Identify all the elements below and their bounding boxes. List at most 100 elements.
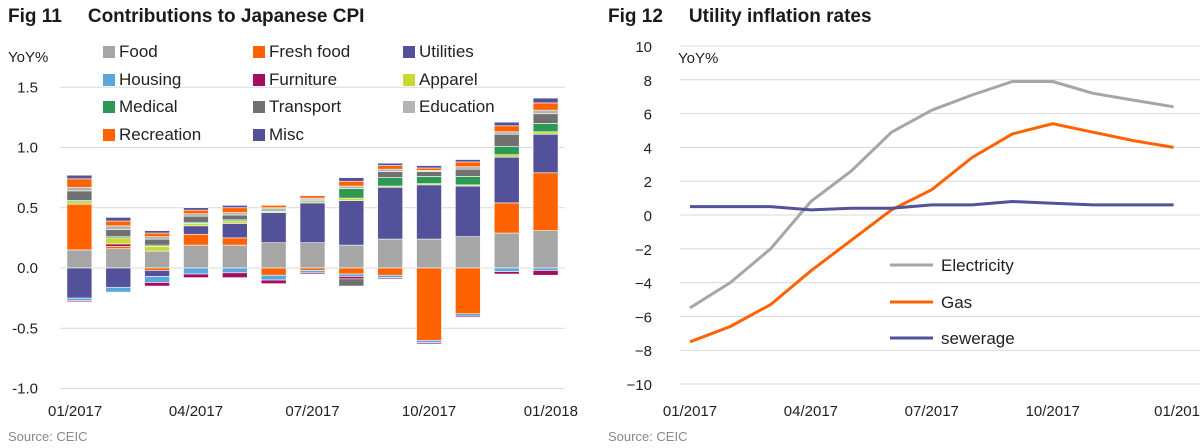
legend-label: Fresh food bbox=[269, 42, 350, 61]
figure-title: Fig 11 Contributions to Japanese CPI bbox=[8, 6, 364, 28]
y-axis-label: YoY% bbox=[8, 49, 48, 66]
bar-segment bbox=[493, 121, 520, 127]
bar-segment bbox=[299, 272, 326, 275]
bar-segment bbox=[144, 238, 170, 246]
stacked-bar-chart: 1.5 1.0 0.5 0.0 -0.5 -1.0 YoY% 01/2017 04/2017 07… bbox=[8, 42, 578, 420]
legend-label: Food bbox=[119, 42, 158, 61]
bar-segment bbox=[299, 242, 326, 269]
bar-segment bbox=[183, 207, 209, 211]
bar-segment bbox=[66, 174, 93, 180]
bar-segment bbox=[493, 232, 520, 269]
bar-segment bbox=[66, 249, 93, 269]
bar-segment bbox=[532, 102, 559, 111]
bar-segment bbox=[416, 238, 442, 269]
figure-number: Fig 11 bbox=[8, 6, 62, 27]
source-note: Source: CEIC bbox=[608, 429, 688, 444]
bar-segment bbox=[455, 315, 481, 318]
legend-label: Housing bbox=[119, 70, 181, 89]
bar-segment bbox=[66, 201, 93, 205]
bar-segment bbox=[455, 236, 481, 269]
y-tick-label: −8 bbox=[635, 343, 652, 360]
bar-segment bbox=[416, 267, 442, 341]
bar-segment bbox=[183, 209, 209, 215]
bar-segment bbox=[338, 200, 365, 246]
figure-number: Fig 12 bbox=[608, 6, 663, 27]
bar-segment bbox=[183, 215, 209, 223]
legend-label: Misc bbox=[269, 125, 304, 144]
bar-segment bbox=[144, 246, 170, 252]
figure-title: Fig 12 Utility inflation rates bbox=[608, 6, 872, 28]
bar-segment bbox=[105, 225, 132, 230]
bar-segment bbox=[532, 113, 559, 124]
legend-label: Medical bbox=[119, 97, 178, 116]
bar-segment bbox=[144, 282, 170, 287]
bar-segment bbox=[105, 246, 132, 250]
bar-segment bbox=[299, 267, 326, 271]
legend-label: Recreation bbox=[119, 125, 201, 144]
bar-segment bbox=[532, 131, 559, 135]
legend-swatch bbox=[103, 46, 115, 58]
bar-segment bbox=[493, 267, 520, 272]
bar-segment bbox=[222, 267, 248, 274]
x-tick-label: 10/2017 bbox=[402, 403, 456, 420]
bar-segment bbox=[455, 176, 481, 186]
y-tick-label: 8 bbox=[644, 73, 652, 90]
y-tick-label: −10 bbox=[627, 377, 652, 394]
legend-label: Furniture bbox=[269, 70, 337, 89]
bar-segment bbox=[338, 278, 365, 287]
bar-segment bbox=[532, 267, 559, 271]
y-tick-label: 0.5 bbox=[17, 200, 38, 217]
source-note: Source: CEIC bbox=[8, 429, 88, 444]
bar-segment bbox=[532, 97, 559, 104]
legend-swatch bbox=[103, 129, 115, 141]
bar-segment bbox=[532, 270, 559, 276]
bar-segment bbox=[66, 203, 93, 251]
bar-segment bbox=[66, 190, 93, 201]
bar-segment bbox=[377, 177, 403, 187]
figure-heading: Contributions to Japanese CPI bbox=[87, 6, 365, 27]
bar-segment bbox=[455, 313, 481, 317]
bar-segment bbox=[222, 212, 248, 216]
y-tick-label: 1.0 bbox=[17, 140, 38, 157]
bar-segment bbox=[183, 244, 209, 269]
bar-segment bbox=[183, 233, 209, 246]
legend-label: Gas bbox=[941, 293, 972, 312]
bar-segment bbox=[222, 223, 248, 239]
bar-segment bbox=[338, 180, 365, 187]
y-tick-label: -0.5 bbox=[12, 320, 38, 337]
bar-segment bbox=[455, 168, 481, 177]
bar-segment bbox=[338, 273, 365, 277]
legend-swatch bbox=[253, 129, 265, 141]
bar-segment bbox=[144, 270, 170, 277]
bar-segment bbox=[299, 270, 326, 274]
y-tick-label: 10 bbox=[635, 39, 652, 56]
bar-segment bbox=[105, 248, 132, 269]
series-line bbox=[690, 200, 1174, 212]
bar-segment bbox=[260, 274, 287, 281]
x-tick-label: 04/2017 bbox=[169, 403, 223, 420]
bar-segment bbox=[532, 133, 559, 174]
bar-segment bbox=[260, 242, 287, 269]
y-tick-label: −6 bbox=[635, 309, 652, 326]
x-tick-label: 01/2018 bbox=[524, 403, 578, 420]
bar-segment bbox=[299, 202, 326, 243]
bar-segment bbox=[183, 213, 209, 217]
bar-segment bbox=[144, 276, 170, 283]
bar-segment bbox=[66, 297, 93, 301]
bar-segment bbox=[338, 197, 365, 201]
bar-segment bbox=[377, 274, 403, 278]
series-line bbox=[689, 80, 1174, 310]
bar-segment bbox=[260, 212, 287, 243]
bar-segment bbox=[222, 207, 248, 213]
bar-segment bbox=[377, 162, 403, 166]
bar-segment bbox=[105, 286, 132, 293]
legend-swatch bbox=[403, 101, 415, 113]
legend-swatch bbox=[103, 101, 115, 113]
bar-segment bbox=[105, 217, 132, 222]
x-tick-label: 01/2017 bbox=[48, 403, 102, 420]
bar-segment bbox=[416, 165, 442, 169]
x-tick-label: 07/2017 bbox=[285, 403, 339, 420]
bar-segment bbox=[455, 267, 481, 315]
y-axis-label: YoY% bbox=[678, 50, 718, 67]
bar-segment bbox=[66, 178, 93, 188]
